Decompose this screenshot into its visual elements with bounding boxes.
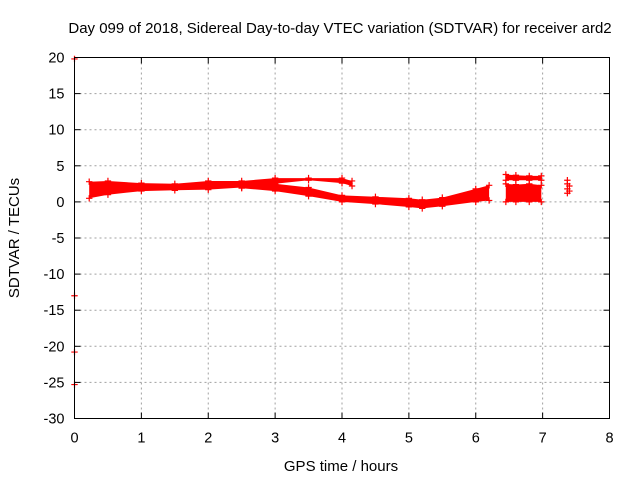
y-tick-label: 5 (56, 159, 64, 175)
x-axis-label: GPS time / hours (284, 458, 398, 475)
y-axis-label: SDTVAR / TECUs (6, 178, 23, 298)
main-band-lower-point (372, 200, 379, 208)
main-band-upper-point (338, 179, 346, 187)
y-tick-label: -10 (44, 267, 65, 283)
y-tick-label: 10 (48, 123, 64, 139)
isolated-points-point (566, 187, 573, 195)
main-band-upper-point (271, 174, 279, 182)
y-tick-label: -25 (44, 375, 65, 391)
x-tick-label: 3 (271, 431, 279, 447)
main-band-lower-point (305, 192, 312, 200)
cluster-6.5h-upper-point (502, 171, 510, 178)
grid-lines (74, 57, 610, 419)
cluster-6.5h-upper-band (505, 174, 542, 181)
axis-ticks (74, 57, 610, 419)
main-band-lower-point (439, 194, 446, 201)
cluster-6.5h-point (512, 198, 520, 206)
main-band-lower-point (472, 198, 479, 206)
main-band-lower-point (271, 187, 279, 195)
isolated-points-point (564, 177, 571, 184)
cluster-6.5h-upper-point (538, 177, 545, 184)
x-tick-label: 4 (338, 431, 346, 447)
x-tick-label: 5 (405, 431, 413, 447)
cluster-6.5h-point (526, 198, 533, 206)
cluster-6.5h-band (505, 183, 542, 202)
main-band-upper-point (86, 178, 93, 185)
x-tick-label: 2 (204, 431, 212, 447)
cluster-6.5h-point (502, 198, 510, 206)
main-band-upper-point (171, 187, 179, 194)
main-band-lower-point (405, 203, 413, 211)
main-band-upper-point (171, 180, 179, 188)
y-tick-label: -20 (44, 339, 65, 355)
main-band-lower-point (485, 182, 493, 189)
x-tick-label: 6 (472, 431, 480, 447)
y-tick-labels: 20 15 10 5 0 -5 -10 -15 -20 -25 -30 (44, 51, 65, 428)
main-band-upper-band (89, 178, 352, 199)
data-layer (71, 55, 573, 388)
main-band-upper-point (205, 186, 212, 193)
cluster-6.5h-upper-point (526, 177, 533, 184)
cluster-6.5h-upper-point (502, 177, 510, 184)
main-band-lower-point (419, 196, 426, 203)
main-band-upper-point (205, 177, 212, 185)
main-band-lower-point (271, 180, 279, 188)
y-tick-label: 0 (56, 195, 64, 211)
cluster-6.5h-upper-point (512, 177, 520, 184)
y-tick-label: -5 (52, 231, 65, 247)
x-tick-label: 7 (539, 431, 547, 447)
cluster-6.5h-point (538, 198, 545, 206)
y-tick-label: -30 (44, 412, 65, 428)
main-band-upper-point (305, 177, 312, 184)
main-band-lower-point (338, 198, 346, 206)
main-band-lower-point (338, 192, 346, 199)
y-tick-label: 20 (48, 51, 64, 67)
x-tick-label: 1 (137, 431, 145, 447)
main-band-upper-point (86, 195, 93, 202)
y-tick-label: -15 (44, 303, 65, 319)
main-band-upper-point (138, 179, 145, 187)
x-tick-label: 8 (605, 431, 613, 447)
main-band-lower-point (372, 193, 379, 201)
main-band-upper-point (104, 177, 112, 185)
main-band-upper-point (104, 191, 112, 198)
main-band-lower-point (439, 203, 446, 210)
main-band-lower-band (241, 183, 490, 209)
main-band-lower-point (485, 197, 493, 204)
main-band-lower-point (419, 205, 426, 212)
x-tick-labels: 0 1 2 3 4 5 6 7 8 (70, 431, 613, 447)
y-tick-label: 15 (48, 87, 64, 103)
main-band-lower-point (405, 195, 413, 202)
main-band-lower-point (238, 184, 245, 192)
main-band-lower-point (472, 185, 479, 193)
main-band-upper-point (348, 182, 356, 190)
main-band-upper-point (138, 187, 145, 195)
main-band-lower-point (305, 184, 312, 191)
chart-title: Day 099 of 2018, Sidereal Day-to-day VTE… (68, 20, 611, 37)
x-tick-label: 0 (70, 431, 78, 447)
